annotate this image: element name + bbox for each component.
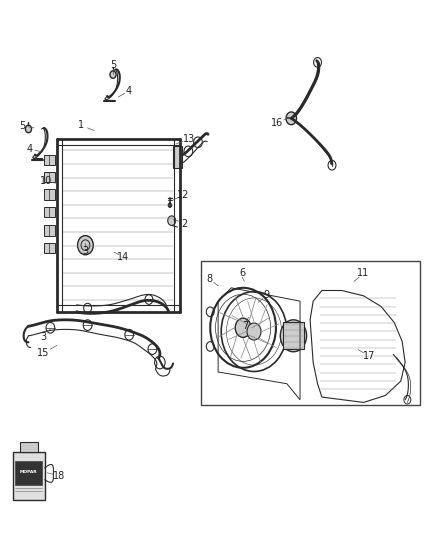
Text: 5: 5: [110, 60, 116, 70]
Bar: [44, 189, 55, 200]
Text: 7: 7: [242, 321, 248, 331]
Text: MOPAR: MOPAR: [20, 470, 38, 474]
Text: 3: 3: [40, 332, 46, 342]
Text: 11: 11: [357, 268, 370, 278]
Text: 14: 14: [117, 252, 130, 262]
Bar: [44, 243, 55, 253]
Text: 16: 16: [271, 118, 283, 127]
Text: 8: 8: [206, 274, 212, 284]
Bar: [283, 322, 304, 349]
Text: 10: 10: [40, 176, 52, 186]
Text: 4: 4: [27, 144, 33, 154]
Circle shape: [168, 203, 172, 207]
Bar: [44, 172, 55, 182]
Circle shape: [286, 112, 297, 125]
Bar: [20, 442, 38, 452]
Circle shape: [235, 318, 251, 337]
Text: 4: 4: [126, 86, 132, 95]
Text: 6: 6: [239, 268, 245, 278]
Circle shape: [168, 216, 176, 225]
Text: 13: 13: [183, 134, 195, 143]
Text: 2: 2: [181, 219, 187, 229]
Bar: [44, 207, 55, 217]
Bar: [44, 225, 55, 236]
Bar: [15, 461, 42, 485]
Bar: [173, 146, 182, 168]
Circle shape: [280, 320, 307, 352]
Text: 18: 18: [53, 471, 65, 481]
Text: 9: 9: [263, 290, 269, 300]
Text: 12: 12: [177, 190, 189, 200]
Text: 15: 15: [37, 348, 49, 358]
Text: 5: 5: [20, 121, 26, 131]
Circle shape: [78, 236, 93, 255]
Circle shape: [247, 323, 261, 340]
Circle shape: [25, 125, 32, 133]
Text: 17: 17: [363, 351, 375, 361]
Bar: [201, 261, 420, 405]
Text: 3: 3: [82, 246, 88, 255]
Text: 1: 1: [78, 120, 84, 130]
Circle shape: [110, 71, 116, 78]
Bar: [44, 155, 55, 165]
Bar: [13, 452, 45, 500]
